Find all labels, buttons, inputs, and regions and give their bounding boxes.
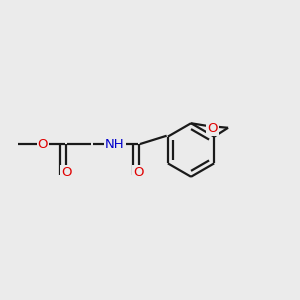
Text: O: O xyxy=(208,122,218,134)
Text: NH: NH xyxy=(105,138,125,151)
Text: O: O xyxy=(38,138,48,151)
Text: O: O xyxy=(61,167,71,179)
Text: O: O xyxy=(134,167,144,179)
